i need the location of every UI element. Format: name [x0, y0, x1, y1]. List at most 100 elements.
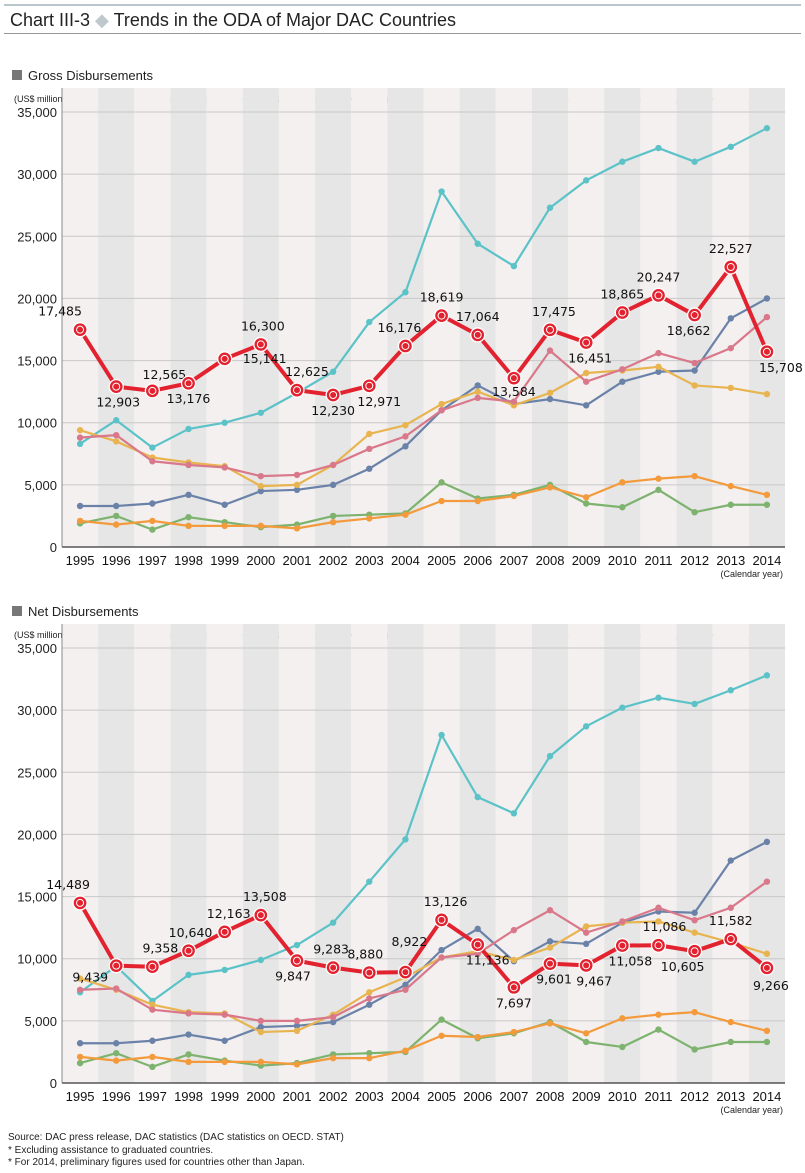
point-canada — [113, 1057, 120, 1064]
column-stripe — [98, 88, 135, 547]
point-canada — [582, 494, 590, 501]
point-united-states — [510, 810, 518, 817]
point-italy — [329, 512, 337, 520]
point-united-kingdom — [727, 315, 734, 322]
point-italy — [619, 504, 626, 511]
point-germany — [76, 434, 84, 441]
point-united-kingdom — [474, 382, 481, 389]
point-united-kingdom — [546, 938, 554, 945]
y-tick-label: 0 — [50, 540, 57, 555]
point-france — [76, 426, 84, 434]
point-united-kingdom — [185, 491, 192, 498]
x-tick-label: 1998 — [174, 553, 203, 568]
point-italy — [763, 501, 771, 508]
japan-data-label: 13,126 — [424, 894, 468, 909]
column-stripe — [242, 88, 279, 547]
point-united-kingdom — [619, 378, 626, 385]
point-italy — [691, 509, 698, 516]
japan-point-inner — [76, 898, 85, 907]
point-italy — [438, 479, 445, 486]
y-tick-label: 20,000 — [17, 291, 57, 306]
y-tick-label: 15,000 — [17, 890, 57, 905]
column-stripe — [242, 624, 279, 1083]
point-united-states — [619, 704, 626, 711]
column-stripe — [531, 88, 569, 547]
x-tick-label: 2003 — [355, 1089, 384, 1104]
x-axis-unit: (Calendar year) — [720, 1105, 783, 1115]
point-united-kingdom — [257, 1023, 265, 1031]
point-united-kingdom — [221, 501, 228, 508]
point-united-states — [582, 723, 590, 730]
point-germany — [149, 1006, 156, 1013]
point-united-kingdom — [76, 1040, 84, 1047]
y-tick-label: 25,000 — [17, 765, 57, 780]
column-stripe — [351, 88, 388, 547]
point-canada — [76, 517, 84, 525]
japan-point-inner — [690, 947, 699, 956]
x-tick-label: 1998 — [174, 1089, 203, 1104]
point-germany — [185, 1010, 192, 1017]
y-axis-unit: (US$ million) — [14, 94, 66, 104]
point-france — [402, 422, 409, 429]
point-germany — [763, 878, 771, 885]
point-united-states — [691, 158, 698, 165]
point-france — [366, 989, 373, 996]
point-italy — [366, 1049, 373, 1057]
point-canada — [329, 518, 337, 526]
y-tick-label: 35,000 — [17, 105, 57, 120]
point-france — [691, 929, 698, 936]
column-stripe — [134, 624, 171, 1083]
point-canada — [329, 1054, 337, 1062]
point-united-states — [438, 188, 445, 195]
point-italy — [655, 1026, 662, 1033]
point-france — [691, 382, 698, 389]
chart-title-text: Trends in the ODA of Major DAC Countries — [113, 10, 457, 30]
japan-point-inner — [618, 941, 627, 950]
japan-point-inner — [762, 963, 771, 972]
point-canada — [691, 1008, 698, 1016]
point-united-states — [366, 318, 373, 326]
section-title: Gross Disbursements — [28, 68, 153, 83]
y-axis-unit: (US$ million) — [14, 630, 66, 640]
japan-point-inner — [473, 330, 482, 339]
x-tick-label: 2002 — [319, 553, 348, 568]
point-united-states — [185, 425, 192, 433]
column-stripe — [748, 624, 785, 1083]
point-canada — [510, 492, 518, 500]
japan-data-label: 9,467 — [576, 973, 612, 988]
japan-data-label: 17,064 — [456, 309, 500, 324]
point-united-states — [474, 793, 481, 801]
japan-point-inner — [148, 962, 157, 971]
point-canada — [438, 1032, 445, 1039]
point-united-states — [149, 444, 156, 451]
point-germany — [402, 986, 409, 993]
point-canada — [655, 1011, 662, 1018]
y-tick-label: 25,000 — [17, 229, 57, 244]
x-tick-label: 2013 — [716, 1089, 745, 1104]
point-united-kingdom — [293, 1022, 301, 1030]
source-note: Source: DAC press release, DAC statistic… — [8, 1132, 344, 1143]
point-france — [510, 956, 518, 964]
series-line-canada — [79, 475, 768, 530]
footnote: * For 2014, preliminary figures used for… — [8, 1157, 305, 1168]
point-canada — [763, 491, 771, 498]
point-united-kingdom — [113, 1040, 120, 1047]
point-united-kingdom — [293, 486, 301, 494]
point-canada — [546, 1020, 554, 1027]
x-tick-label: 2000 — [246, 553, 275, 568]
point-united-kingdom — [546, 395, 554, 403]
point-germany — [329, 1013, 337, 1021]
point-germany — [185, 461, 192, 469]
point-canada — [293, 1061, 301, 1068]
japan-data-label: 14,489 — [46, 877, 90, 892]
point-united-kingdom — [582, 402, 590, 409]
japan-point-inner — [690, 311, 699, 320]
y-tick-label: 35,000 — [17, 641, 57, 656]
gross-chart: Gross Disbursements(US$ million)JapanUni… — [12, 68, 803, 579]
series-line-italy — [79, 481, 767, 531]
point-united-states — [655, 694, 662, 701]
point-united-states — [257, 956, 265, 964]
japan-point-inner — [329, 390, 338, 399]
point-united-kingdom — [185, 1031, 192, 1038]
